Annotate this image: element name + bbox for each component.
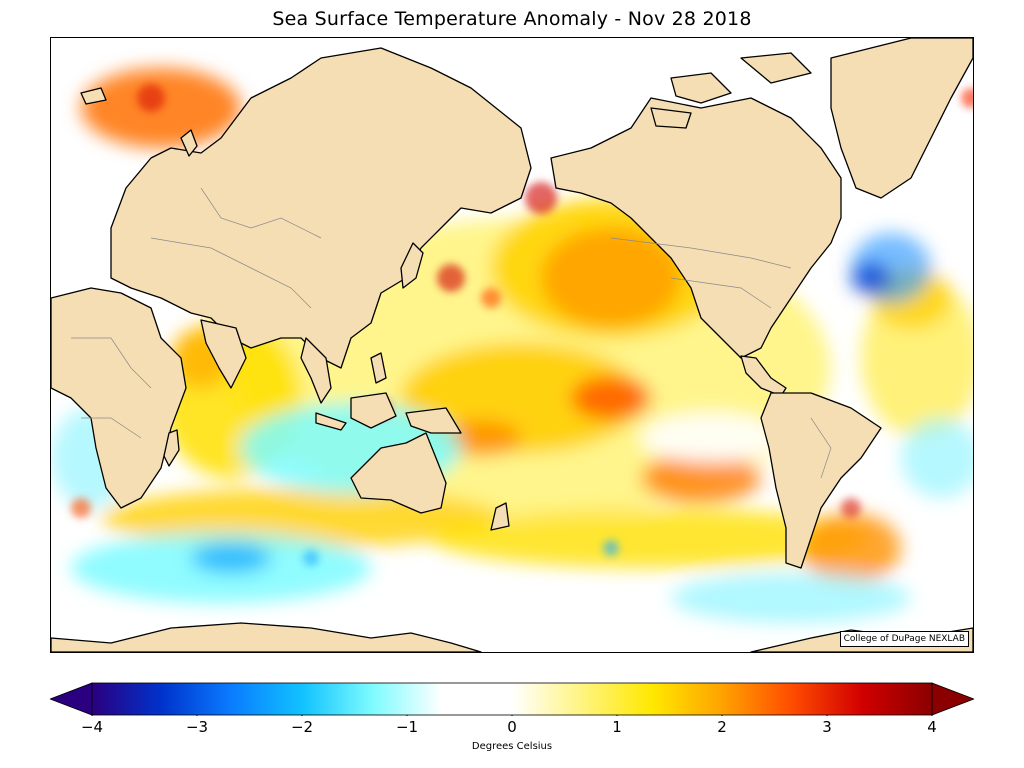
country-borders — [71, 187, 832, 479]
colorbar-body — [91, 682, 933, 716]
new-zealand — [490, 502, 510, 531]
colorbar-tick-label: 2 — [717, 718, 727, 736]
colorbar-tick-label: 4 — [927, 718, 937, 736]
philippines — [370, 352, 387, 384]
southeast-asia — [300, 337, 332, 404]
south-america — [760, 392, 882, 569]
colorbar-label: Degrees Celsius — [471, 741, 553, 752]
colorbar-tick-label: 0 — [507, 718, 517, 736]
central-america — [740, 355, 787, 397]
antarctica — [51, 622, 482, 652]
british-isles — [180, 129, 198, 157]
colorbar-tick-label: −3 — [185, 718, 209, 736]
colorbar-extend-high — [931, 682, 974, 716]
africa — [51, 287, 187, 509]
credit-label: College of DuPage NEXLAB — [839, 631, 969, 647]
colorbar-tick-label: 3 — [822, 718, 832, 736]
landmasses — [51, 38, 973, 652]
india — [200, 319, 247, 389]
australia — [350, 432, 447, 514]
map-canvas — [51, 38, 973, 652]
new-guinea — [405, 407, 462, 434]
colorbar-tick-label: 1 — [612, 718, 622, 736]
colorbar-ticks — [91, 715, 933, 716]
colorbar-tick-label: −2 — [290, 718, 314, 736]
indonesia — [350, 392, 397, 429]
map-title: Sea Surface Temperature Anomaly - Nov 28… — [272, 8, 752, 30]
colorbar — [50, 682, 974, 716]
iceland — [80, 87, 107, 105]
colorbar-tick-label: −1 — [395, 718, 419, 736]
madagascar — [163, 429, 180, 467]
north-america — [550, 97, 842, 359]
colorbar-tick-label: −4 — [80, 718, 104, 736]
greenland — [830, 38, 973, 199]
sst-anomaly-map: College of DuPage NEXLAB — [50, 37, 974, 653]
colorbar-extend-low — [50, 682, 93, 716]
japan — [400, 242, 424, 289]
